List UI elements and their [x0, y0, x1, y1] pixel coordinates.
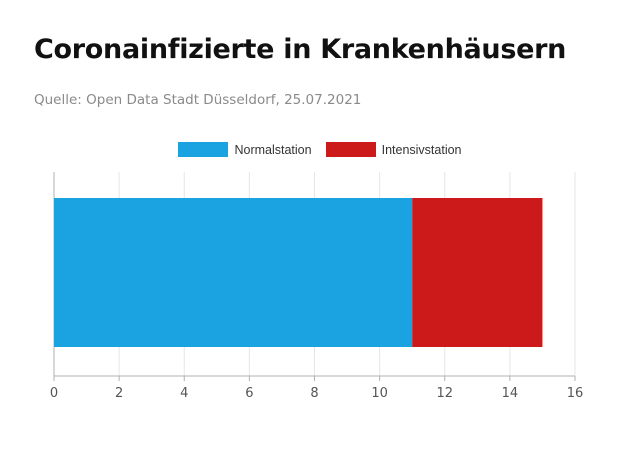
bar-normalstation [54, 198, 413, 347]
x-tick-label-8: 16 [567, 386, 584, 401]
x-tick-label-1: 2 [115, 386, 123, 401]
source-note: Quelle: Open Data Stadt Düsseldorf, 25.0… [34, 92, 362, 108]
chart-title: Coronainfizierte in Krankenhäusern [34, 34, 567, 65]
legend-item-intensivstation[interactable]: Intensivstation [325, 142, 462, 157]
legend-item-normalstation[interactable]: Normalstation [178, 142, 312, 157]
bar-intensivstation [412, 198, 543, 347]
legend-label-normalstation: Normalstation [234, 142, 312, 157]
x-tick-label-5: 10 [371, 386, 388, 401]
x-tick-label-0: 0 [50, 386, 58, 401]
legend-label-intensivstation: Intensivstation [381, 142, 462, 157]
x-tick-label-4: 8 [310, 386, 318, 401]
legend-swatch-intensivstation [325, 142, 376, 157]
x-tick-label-2: 4 [180, 386, 188, 401]
legend: Normalstation Intensivstation [0, 142, 640, 157]
x-tick-label-3: 6 [245, 386, 253, 401]
x-tick-label-7: 14 [502, 386, 519, 401]
legend-swatch-normalstation [178, 142, 229, 157]
x-tick-label-6: 12 [436, 386, 453, 401]
